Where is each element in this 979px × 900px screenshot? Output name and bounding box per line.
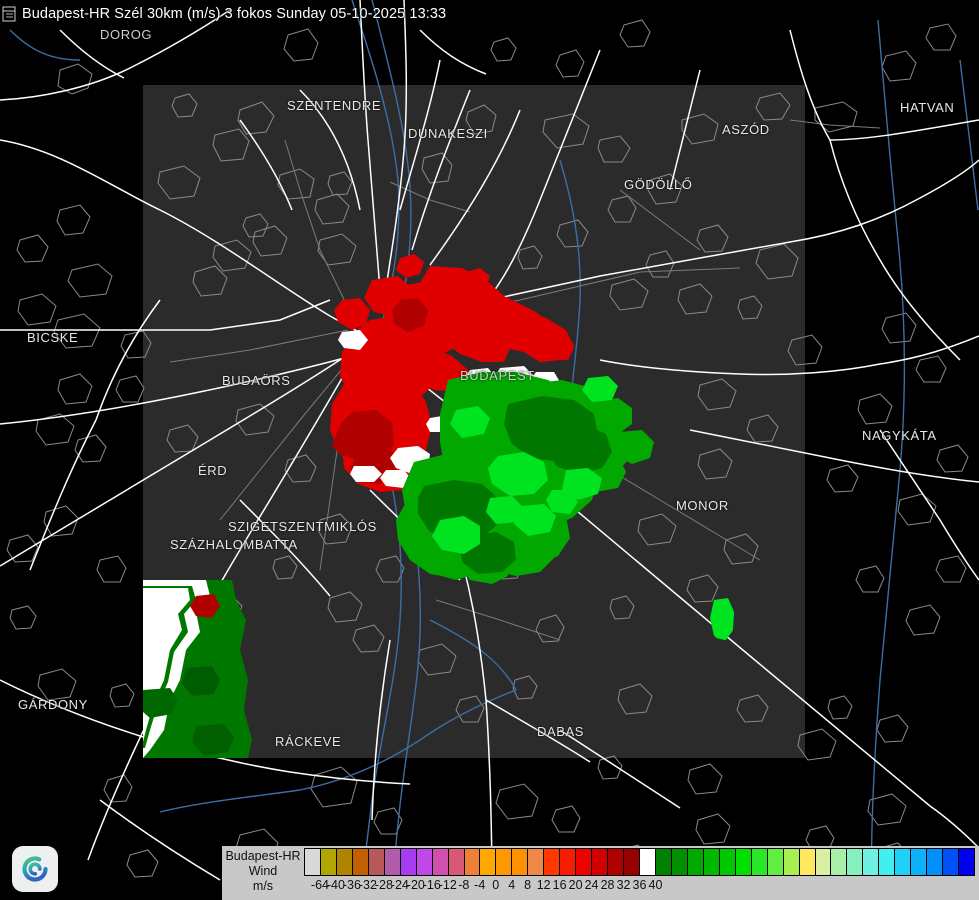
legend-swatch-37 [895,849,912,875]
legend-swatch-4 [368,849,385,875]
legend-title-unit: m/s [252,879,274,893]
legend-swatch-33 [831,849,848,875]
legend-swatch-26 [719,849,736,875]
legend-swatch-22 [655,849,672,875]
legend-swatch-27 [735,849,752,875]
legend-swatch-8 [432,849,449,875]
legend-swatch-13 [512,849,529,875]
legend-title-quantity: Wind [248,864,278,878]
legend-swatch-41 [959,849,975,875]
radar-echo-southwest-block [143,580,252,758]
radar-echo-layer [143,254,734,758]
legend-tick-32: 32 [616,878,631,892]
legend-swatch-39 [927,849,944,875]
legend-tick--40: -40 [326,878,345,892]
legend-title: Budapest-HR Wind m/s [222,846,304,894]
legend-tick-8: 8 [524,878,532,892]
legend-tick-12: 12 [536,878,551,892]
legend-tick-16: 16 [552,878,567,892]
legend-swatch-1 [320,849,337,875]
legend-tick--16: -16 [422,878,441,892]
legend-swatch-40 [943,849,960,875]
legend-tick--32: -32 [358,878,377,892]
legend-title-product: Budapest-HR [225,849,301,863]
legend-tick--12: -12 [438,878,457,892]
legend-tick-24: 24 [584,878,599,892]
legend-tick-20: 20 [568,878,583,892]
radar-echo-isolated-cell [711,600,734,640]
legend-swatch-9 [448,849,465,875]
legend-swatch-36 [879,849,896,875]
weather-radar-logo[interactable] [12,846,58,892]
legend-swatch-18 [592,849,609,875]
legend-tick--8: -8 [458,878,470,892]
legend-swatch-12 [496,849,513,875]
legend-swatch-17 [576,849,593,875]
legend-swatch-19 [608,849,625,875]
legend-swatch-5 [384,849,401,875]
legend-swatch-25 [703,849,720,875]
legend-swatch-0 [305,849,321,875]
admin-boundaries [6,19,969,878]
legend-swatch-35 [863,849,880,875]
colorbar-legend: Budapest-HR Wind m/s -64 -40 -36 -32 -28 -24-… [222,846,979,900]
legend-swatch-2 [336,849,353,875]
legend-swatch-20 [624,849,641,875]
vortex-icon [22,856,48,882]
legend-scale: -64 -40 -36 -32 -28 -24 -20 -16 -12 -8 -4 0 4 8 12 16 20… [304,846,979,898]
legend-tick--24: -24 [390,878,409,892]
legend-tick--64: -64 [310,878,330,892]
legend-swatch-6 [400,849,417,875]
legend-swatch-34 [847,849,864,875]
legend-swatch-30 [783,849,800,875]
legend-tick--36: -36 [342,878,361,892]
legend-swatch-38 [911,849,928,875]
legend-swatch-3 [352,849,369,875]
legend-swatch-16 [560,849,577,875]
legend-swatch-29 [767,849,784,875]
legend-tick-40: 40 [648,878,663,892]
legend-tick-0: 0 [492,878,500,892]
radar-echo-inbound-core [332,298,428,484]
legend-tick-labels: -64 -40 -36 -32 -28 -24 -20 -16 -12 -8 -4 0 4 8 12 16 20… [304,876,975,898]
legend-swatch-10 [464,849,481,875]
legend-swatch-11 [480,849,497,875]
legend-tick--20: -20 [406,878,425,892]
legend-swatch-32 [815,849,832,875]
legend-swatch-14 [528,849,545,875]
legend-tick-4: 4 [508,878,516,892]
legend-swatch-31 [799,849,816,875]
legend-swatch-28 [751,849,768,875]
legend-swatch-23 [671,849,688,875]
legend-swatch-7 [416,849,433,875]
legend-tick-36: 36 [632,878,647,892]
legend-swatch-21 [640,849,656,875]
legend-tick--28: -28 [374,878,393,892]
legend-swatch-15 [544,849,561,875]
legend-swatch-24 [687,849,704,875]
legend-tick--4: -4 [474,878,486,892]
legend-tick-28: 28 [600,878,615,892]
legend-color-bar[interactable] [304,848,975,876]
